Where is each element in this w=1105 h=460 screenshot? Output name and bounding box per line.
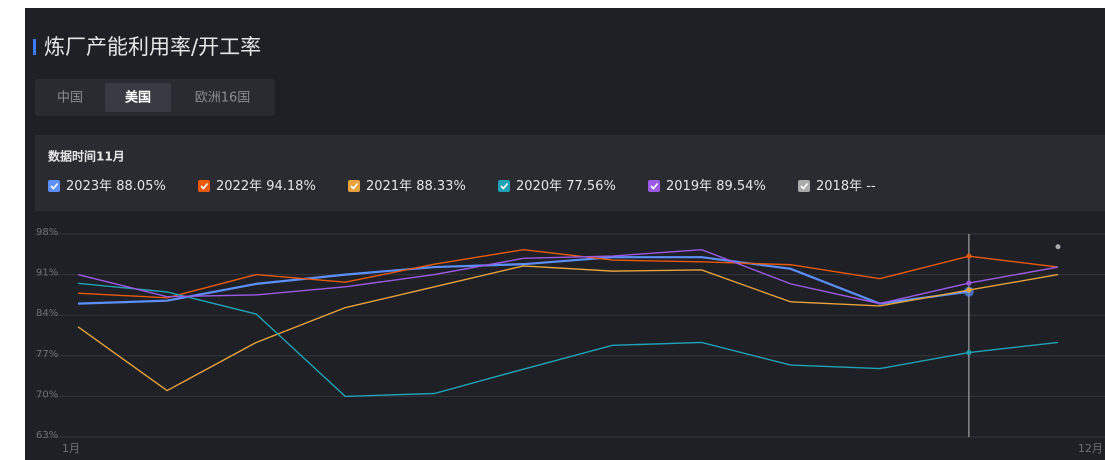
tab[interactable]: 中国 — [57, 91, 83, 106]
legend-checkbox[interactable] — [48, 180, 60, 192]
legend-name: 2018年 — [816, 179, 862, 194]
y-tick-label: 63% — [36, 430, 58, 441]
y-tick-label: 77% — [36, 349, 58, 360]
series-line — [77, 282, 1059, 398]
legend-name: 2022年 — [216, 179, 262, 194]
series-line — [77, 256, 970, 305]
series-line — [77, 248, 1059, 299]
legend-value: 89.54% — [716, 179, 766, 194]
y-tick-label: 91% — [36, 268, 58, 279]
legend-label: 2023年 88.05% — [66, 179, 166, 194]
legend-checkbox[interactable] — [798, 180, 810, 192]
legend-name: 2020年 — [516, 179, 562, 194]
legend-value: 77.56% — [566, 179, 616, 194]
tab[interactable]: 欧洲16国 — [195, 91, 251, 106]
legend-label: 2018年 -- — [816, 179, 876, 194]
legend-value: -- — [866, 179, 876, 194]
point — [1055, 244, 1061, 250]
point — [966, 350, 972, 356]
title-accent — [33, 39, 36, 55]
legend-name: 2021年 — [366, 179, 412, 194]
legend-label: 2021年 88.33% — [366, 179, 466, 194]
x-tick-label: 12月 — [1078, 442, 1103, 455]
legend-check — [350, 183, 359, 190]
legend-label: 2022年 94.18% — [216, 179, 316, 194]
y-tick-label: 84% — [36, 308, 58, 319]
title: 炼厂产能利用率/开工率 — [44, 35, 261, 59]
legend-label: 2020年 77.56% — [516, 179, 616, 194]
legend-value: 88.05% — [116, 179, 166, 194]
legend-value: 94.18% — [266, 179, 316, 194]
legend-checkbox[interactable] — [198, 180, 210, 192]
point — [966, 253, 972, 259]
legend-check — [650, 183, 659, 190]
legend-checkbox[interactable] — [648, 180, 660, 192]
legend-checkbox[interactable] — [348, 180, 360, 192]
legend-checkbox[interactable] — [498, 180, 510, 192]
legend-name: 2019年 — [666, 179, 712, 194]
series-line — [77, 248, 1059, 305]
point — [966, 280, 972, 286]
info-box — [35, 135, 1105, 211]
tab[interactable]: 美国 — [125, 90, 151, 106]
tab-active-bg — [105, 83, 171, 112]
legend-check — [500, 183, 509, 190]
legend-check — [800, 183, 809, 190]
legend-check — [50, 183, 59, 190]
legend-check — [200, 183, 209, 190]
series-line — [77, 265, 1059, 392]
y-tick-label: 98% — [36, 227, 58, 238]
legend-label: 2019年 89.54% — [666, 179, 766, 194]
data-time: 数据时间11月 — [48, 149, 125, 164]
legend-value: 88.33% — [416, 179, 466, 194]
x-tick-label: 1月 — [62, 442, 80, 455]
legend-name: 2023年 — [66, 179, 112, 194]
point — [966, 287, 972, 293]
y-tick-label: 70% — [36, 389, 58, 400]
